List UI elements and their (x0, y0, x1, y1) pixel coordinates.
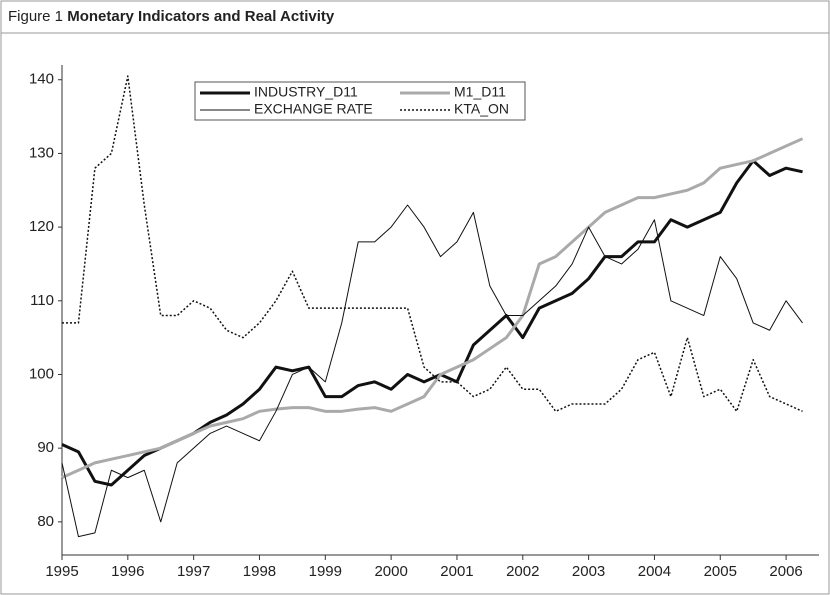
series-line (61, 204, 803, 538)
legend-label: EXCHANGE RATE (254, 101, 373, 117)
y-tick-label: 130 (29, 144, 54, 161)
legend-box (194, 81, 526, 121)
legend-label: KTA_ON (454, 101, 509, 117)
x-tick-label: 2002 (506, 563, 539, 580)
x-tick-label: 1996 (111, 563, 144, 580)
x-tick-label: 2006 (769, 563, 802, 580)
y-tick-label: 120 (29, 218, 54, 235)
x-tick-label: 2000 (374, 563, 407, 580)
y-tick-label: 100 (29, 365, 54, 382)
y-tick-label: 140 (29, 71, 54, 88)
legend-label: INDUSTRY_D11 (254, 84, 358, 100)
y-tick-label: 80 (37, 513, 54, 530)
x-tick-label: 2001 (440, 563, 473, 580)
series-line (61, 159, 803, 487)
legend-label: M1_D11 (454, 84, 506, 100)
figure-label: Figure 1 Monetary Indicators and Real Ac… (8, 8, 335, 25)
figure-number: Figure 1 (8, 8, 63, 25)
y-tick-label: 90 (37, 439, 54, 456)
series-line (61, 137, 804, 480)
x-tick-label: 1997 (177, 563, 210, 580)
x-tick-label: 1998 (243, 563, 276, 580)
x-tick-label: 1995 (45, 563, 78, 580)
x-tick-label: 2003 (572, 563, 605, 580)
chart-title: Monetary Indicators and Real Activity (67, 8, 335, 25)
x-tick-label: 1999 (309, 563, 342, 580)
x-tick-label: 2005 (704, 563, 737, 580)
y-tick-label: 110 (30, 292, 54, 309)
x-tick-label: 2004 (638, 563, 671, 580)
series-line (62, 75, 803, 413)
